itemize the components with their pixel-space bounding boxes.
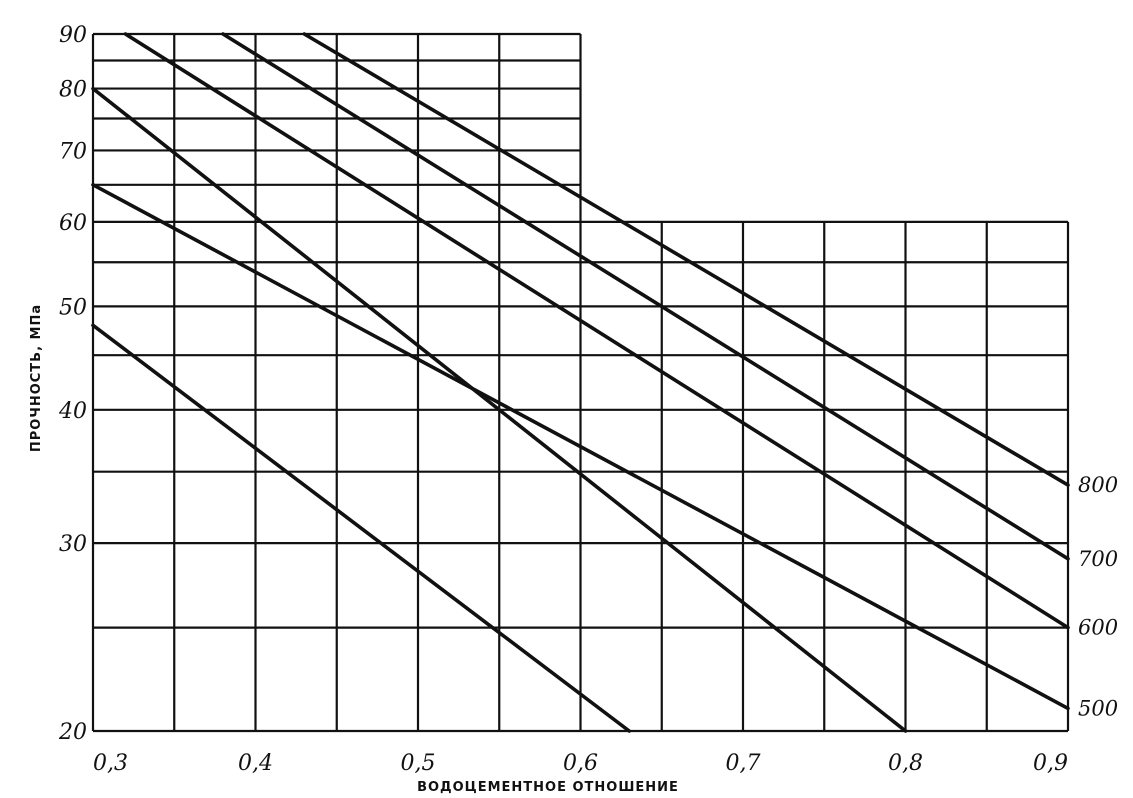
y-tick-label: 20 <box>58 720 87 745</box>
y-tick-label: 50 <box>59 295 87 320</box>
series-labels: 800 700 600 500 <box>1078 473 1118 720</box>
series-line <box>221 32 1070 561</box>
series-label: 700 <box>1078 547 1118 571</box>
x-tick-label: 0,3 <box>93 751 128 776</box>
series-label: 500 <box>1078 696 1118 720</box>
x-axis-title: ВОДОЦЕМЕНТНОЕ ОТНОШЕНИЕ <box>417 780 679 795</box>
y-tick-label: 90 <box>59 23 87 48</box>
y-tick-label: 30 <box>59 532 87 557</box>
series-lines <box>91 32 1070 733</box>
series-line <box>91 183 1070 711</box>
y-tick-label: 80 <box>59 78 87 103</box>
y-tick-label: 70 <box>59 139 87 164</box>
tick-labels: 20 30 40 50 60 70 80 90 0,3 0,4 0,5 0,6 0,7 0,8 0,9 <box>58 23 1068 776</box>
x-tick-label: 0,4 <box>238 751 273 776</box>
series-label: 800 <box>1078 473 1118 497</box>
series-line <box>91 86 908 733</box>
x-tick-label: 0,7 <box>726 751 761 776</box>
series-line <box>302 32 1070 487</box>
y-tick-label: 60 <box>59 211 87 236</box>
series-line <box>91 323 632 733</box>
series-line <box>123 32 1070 630</box>
y-tick-label: 40 <box>58 399 87 424</box>
y-axis-title: ПРОЧНОСТЬ, МПа <box>29 304 44 452</box>
x-tick-label: 0,9 <box>1033 751 1068 776</box>
series-label: 600 <box>1078 616 1118 640</box>
x-tick-label: 0,8 <box>888 751 923 776</box>
x-tick-label: 0,6 <box>563 751 598 776</box>
grid <box>91 32 1070 733</box>
x-tick-label: 0,5 <box>401 751 436 776</box>
